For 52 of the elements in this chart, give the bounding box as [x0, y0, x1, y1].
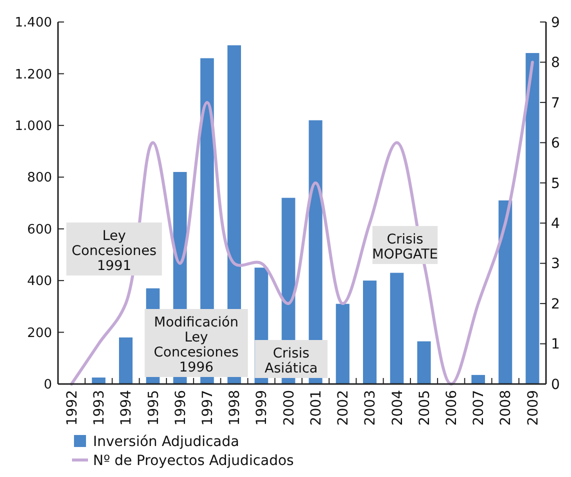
x-tick-label: 1995 — [146, 390, 162, 426]
y2-tick-label: 5 — [551, 176, 560, 192]
y2-tick-label: 7 — [551, 95, 560, 112]
x-tick-label: 1997 — [200, 390, 216, 426]
annotation: Crisis Asiática — [264, 346, 318, 376]
x-tick-label: 1993 — [92, 390, 108, 426]
bar — [363, 280, 377, 384]
y2-tick-label: 3 — [551, 256, 560, 272]
x-tick-label: 1992 — [64, 390, 80, 426]
y-tick-label: 1.200 — [14, 67, 52, 82]
bar — [471, 374, 485, 384]
x-tick-label: 2004 — [390, 390, 406, 426]
y-tick-label: 1.400 — [14, 16, 52, 31]
annotation: Ley Concesiones 1991 — [72, 228, 157, 274]
bar — [336, 304, 350, 384]
x-tick-label: 2000 — [281, 390, 298, 426]
bar — [526, 53, 540, 384]
y2-tick-label: 1 — [551, 336, 560, 353]
x-tick-label: 1994 — [118, 390, 135, 426]
y2-tick-label: 6 — [551, 136, 560, 152]
y2-tick-label: 0 — [551, 376, 560, 393]
x-tick-label: 2007 — [471, 390, 488, 426]
x-tick-label: 2005 — [416, 390, 433, 426]
y2-tick-label: 8 — [551, 55, 560, 72]
line-series — [70, 60, 534, 386]
annotation: Crisis MOPGATE — [372, 232, 438, 262]
bar — [390, 272, 404, 384]
x-tick-label: 2008 — [498, 390, 514, 426]
x-tick-label: 2006 — [444, 390, 460, 426]
legend-label: Inversión Adjudicada — [93, 434, 240, 450]
y2-tick-label: 4 — [551, 216, 560, 232]
x-tick-label: 2001 — [308, 390, 324, 426]
y-tick-label: 600 — [27, 222, 52, 238]
x-tick-label: 1999 — [254, 390, 270, 426]
bar — [498, 200, 512, 384]
y-tick-label: 800 — [27, 170, 52, 186]
y-tick-label: 200 — [27, 326, 52, 341]
bar — [417, 341, 431, 384]
x-tick-label: 1996 — [172, 390, 189, 426]
legend-label: Nº de Proyectos Adjudicados — [93, 452, 294, 469]
x-tick-label: 2009 — [525, 390, 542, 426]
x-tick-label: 2003 — [362, 390, 379, 426]
y2-tick-label: 2 — [551, 296, 560, 312]
bar — [119, 337, 133, 384]
y-tick-label: 0 — [44, 378, 52, 393]
bar — [92, 378, 106, 384]
x-tick-label: 1998 — [227, 390, 244, 426]
annotation: Modificación Ley Concesiones 1996 — [154, 314, 239, 376]
y-tick-label: 400 — [27, 274, 52, 290]
y2-tick-label: 9 — [551, 14, 560, 31]
y-tick-label: 1.000 — [14, 118, 52, 134]
x-tick-label: 2002 — [336, 390, 352, 426]
